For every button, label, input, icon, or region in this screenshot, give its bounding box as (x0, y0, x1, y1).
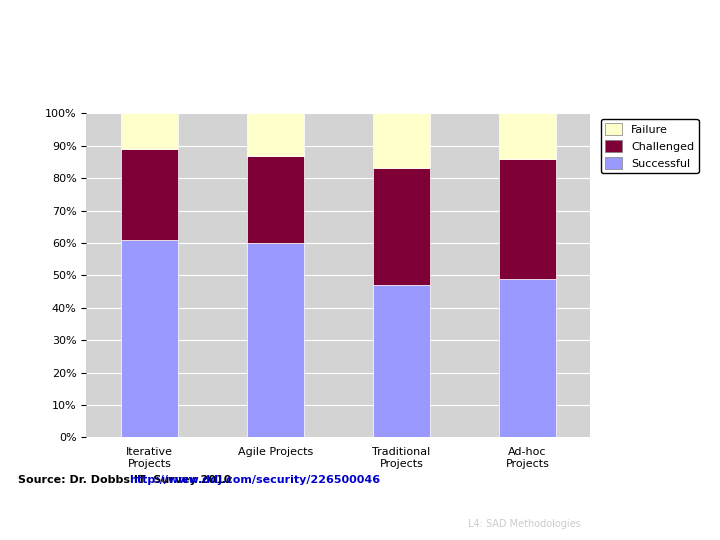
Bar (373, 113, 430, 168)
Text: Project success rates: Project success rates (18, 50, 310, 77)
Bar (373, 168, 430, 285)
Bar (499, 159, 556, 279)
Bar (121, 113, 178, 149)
Text: page 45: page 45 (673, 519, 713, 529)
Text: Telematics systems and their design: Telematics systems and their design (7, 12, 186, 23)
Text: Ondřej Přibyl: Ondřej Přibyl (7, 518, 71, 529)
Bar (373, 285, 430, 437)
Bar (247, 113, 304, 156)
Bar (247, 243, 304, 437)
Bar (499, 113, 556, 159)
Text: Source: Dr. Dobbs IT  Survey 2010: Source: Dr. Dobbs IT Survey 2010 (18, 475, 235, 484)
Bar (121, 149, 178, 240)
Bar (121, 240, 178, 437)
Text: L4: SAD Methodologies: L4: SAD Methodologies (468, 519, 581, 529)
Legend: Failure, Challenged, Successful: Failure, Challenged, Successful (601, 119, 698, 173)
Text: http://www.ddj.com/security/226500046: http://www.ddj.com/security/226500046 (130, 475, 381, 484)
Text: Faculty of Transportation Sciences, CTU: Faculty of Transportation Sciences, CTU (518, 12, 713, 23)
Bar (247, 156, 304, 243)
Bar (499, 279, 556, 437)
